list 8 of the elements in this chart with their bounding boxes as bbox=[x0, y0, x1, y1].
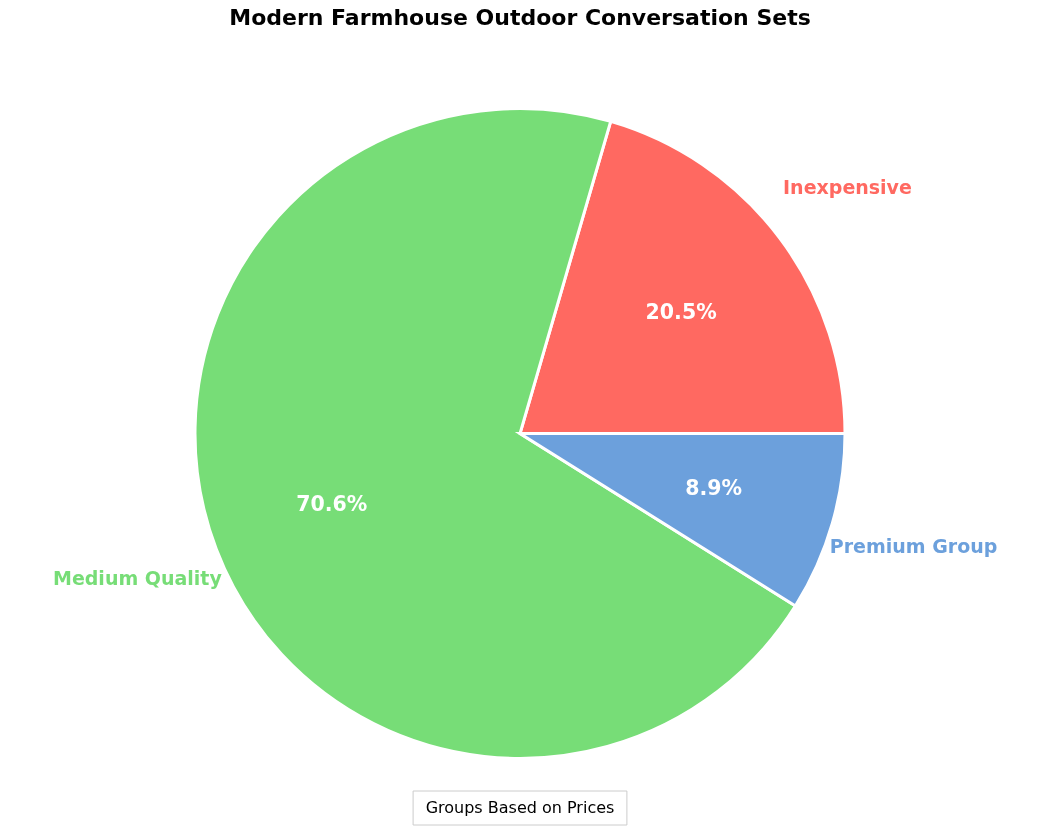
chart-title: Modern Farmhouse Outdoor Conversation Sets bbox=[229, 5, 811, 30]
slice-label: Inexpensive bbox=[783, 175, 912, 198]
data-label: 20.5% bbox=[645, 299, 717, 324]
data-label: 70.6% bbox=[296, 492, 368, 517]
slice-label: Premium Group bbox=[829, 534, 998, 557]
text: Groups Based on Prices bbox=[425, 798, 615, 817]
data-label: 8.9% bbox=[685, 476, 743, 501]
slice-label: Medium Quality bbox=[52, 567, 223, 590]
